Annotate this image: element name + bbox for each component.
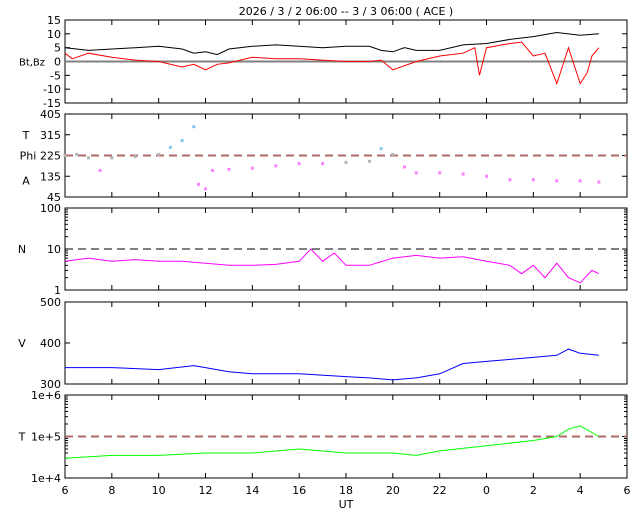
phi-point (438, 171, 442, 175)
chart-title: 2026 / 3 / 2 06:00 -- 3 / 3 06:00 ( ACE … (239, 5, 453, 18)
y-tick-label: 10 (47, 243, 61, 256)
x-tick-label: 10 (152, 484, 166, 497)
phi-point (110, 156, 114, 160)
phi-point (461, 172, 465, 176)
y-tick-label: 0 (54, 56, 61, 69)
phi-point (211, 168, 215, 172)
y-axis-label: N (18, 243, 26, 256)
phi-point (133, 155, 137, 159)
series-line-bz (64, 41, 600, 86)
x-tick-label: 8 (108, 484, 115, 497)
y-tick-label: 225 (40, 150, 61, 163)
y-tick-label: 135 (40, 170, 61, 183)
y-axis-label: V (18, 337, 26, 350)
y-axis-label: Bt,Bz (19, 58, 45, 69)
y-tick-label: 1 (54, 284, 61, 297)
x-tick-label: 0 (483, 484, 490, 497)
phi-point (367, 159, 371, 163)
y-tick-label: 15 (47, 14, 61, 27)
y-axis-label: T (22, 129, 30, 142)
y-tick-label: 100 (40, 202, 61, 215)
phi-point (344, 160, 348, 164)
series-line-bt (64, 31, 599, 56)
phi-point (531, 178, 535, 182)
y-tick-label: 1e+4 (31, 472, 61, 485)
y-axis-label: Phi (20, 150, 37, 163)
y-tick-label: 405 (40, 108, 61, 121)
x-tick-label: 14 (245, 484, 259, 497)
phi-point (250, 166, 254, 170)
phi-point (227, 167, 231, 171)
y-tick-label: 5 (54, 42, 61, 55)
y-tick-label: 10 (47, 28, 61, 41)
series-line-v (65, 348, 599, 381)
phi-point (63, 154, 67, 157)
y-tick-label: 1e+6 (31, 389, 61, 402)
y-tick-label: 1e+5 (31, 431, 61, 444)
y-tick-label: -5 (50, 69, 61, 82)
x-axis-label: UT (339, 498, 354, 511)
x-tick-label: 12 (199, 484, 213, 497)
phi-point (414, 171, 418, 175)
phi-point (192, 125, 196, 129)
phi-point (379, 147, 383, 151)
phi-point (508, 178, 512, 182)
x-tick-label: 18 (339, 484, 353, 497)
panel-frame-speed (64, 301, 628, 385)
x-tick-label: 16 (292, 484, 306, 497)
phi-point (86, 156, 90, 160)
y-tick-label: 300 (40, 378, 61, 391)
phi-point (555, 179, 559, 183)
y-axis-label: A (22, 174, 30, 187)
x-tick-label: 2 (530, 484, 537, 497)
phi-point (204, 187, 207, 191)
phi-point (180, 139, 184, 143)
y-tick-label: 500 (40, 296, 61, 309)
phi-point (597, 180, 601, 184)
phi-point (157, 152, 161, 156)
x-tick-label: 4 (577, 484, 584, 497)
phi-point (297, 162, 301, 166)
phi-point (168, 145, 172, 149)
phi-point (321, 162, 325, 166)
x-tick-label: 20 (386, 484, 400, 497)
y-tick-label: 315 (40, 129, 61, 142)
phi-point (403, 165, 407, 169)
y-axis-label: T (18, 431, 26, 444)
y-tick-label: -10 (43, 83, 61, 96)
y-tick-label: -15 (43, 97, 61, 110)
phi-point (98, 168, 102, 172)
phi-point (485, 174, 488, 178)
series-line-t (64, 425, 600, 459)
x-tick-label: 22 (433, 484, 447, 497)
y-tick-label: 45 (47, 191, 61, 204)
phi-point (578, 179, 582, 183)
phi-point (391, 152, 395, 156)
phi-point (196, 182, 200, 186)
x-tick-label: 6 (624, 484, 631, 497)
phi-point (75, 152, 79, 156)
phi-point (274, 164, 278, 168)
x-tick-label: 6 (62, 484, 69, 497)
series-line-n (64, 248, 600, 284)
y-tick-label: 400 (40, 337, 61, 350)
